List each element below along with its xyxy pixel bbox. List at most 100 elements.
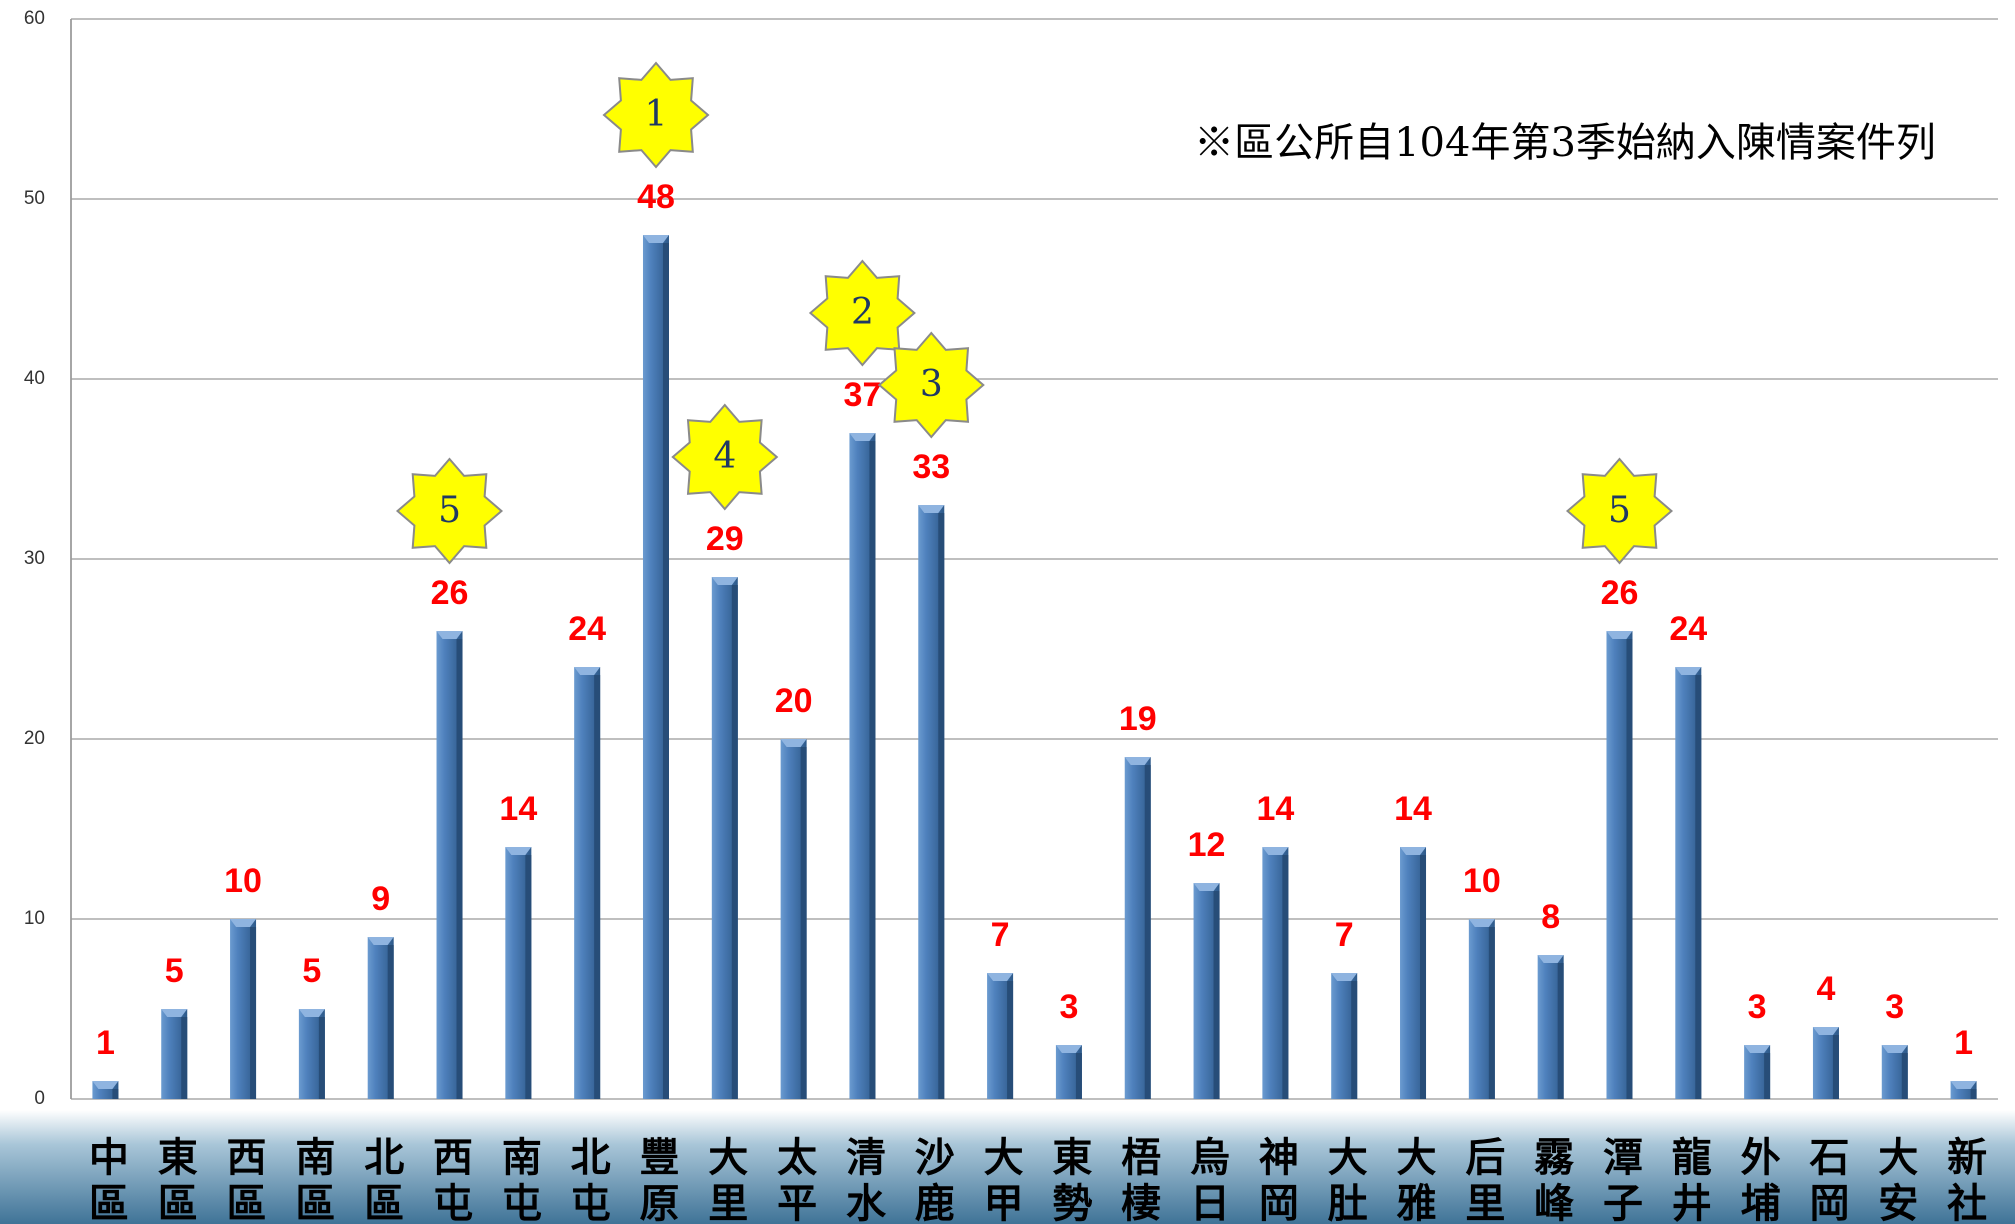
bar-side [1557, 963, 1564, 1099]
value-label: 7 [991, 916, 1010, 954]
x-tick-label: 石岡 [1802, 1136, 1849, 1224]
rank-badge [1565, 457, 1674, 565]
x-tick-label: 烏日 [1183, 1136, 1230, 1224]
x-tick-label: 西區 [220, 1136, 267, 1224]
bar-side [1144, 765, 1151, 1099]
bar-side [387, 945, 394, 1099]
bar-side [1420, 855, 1427, 1099]
value-label: 14 [1256, 790, 1294, 828]
bar-cap [161, 1009, 188, 1017]
value-label: 7 [1335, 916, 1354, 954]
rank-badge-label: 2 [851, 292, 874, 333]
value-label: 26 [1601, 574, 1639, 612]
value-label: 10 [224, 862, 262, 900]
bar-side [318, 1017, 325, 1099]
x-tick-label: 清水 [839, 1136, 886, 1224]
bar-cap [1262, 847, 1289, 855]
bar-side [594, 675, 601, 1099]
value-label: 24 [1669, 610, 1707, 648]
rank-badge [808, 259, 916, 367]
bar-side [662, 243, 669, 1099]
bar-side [1901, 1053, 1908, 1099]
value-label: 20 [775, 682, 813, 720]
bar-cap [1812, 1027, 1839, 1035]
value-label: 14 [1394, 790, 1432, 828]
x-tick-label: 梧棲 [1114, 1136, 1161, 1224]
x-tick-label: 神岡 [1252, 1136, 1299, 1224]
bar-cap [1331, 973, 1358, 981]
bar-cap [1400, 847, 1427, 855]
value-label: 12 [1188, 826, 1226, 864]
bar-cap [711, 577, 738, 585]
bar-side [1832, 1035, 1839, 1099]
x-tick-label: 北屯 [564, 1136, 611, 1224]
bar-side [112, 1089, 119, 1099]
value-label: 29 [706, 520, 744, 558]
value-label: 3 [1885, 988, 1904, 1026]
rank-badge-label: 5 [438, 490, 461, 531]
value-label: 4 [1816, 970, 1835, 1008]
x-tick-label: 外埔 [1734, 1136, 1781, 1224]
x-tick-label: 潭子 [1596, 1136, 1643, 1224]
value-label: 24 [568, 610, 606, 648]
y-tick-label: 60 [24, 8, 45, 29]
rank-badge [602, 61, 710, 169]
value-label: 33 [912, 448, 950, 486]
y-tick-label: 30 [24, 548, 45, 569]
bar-cap [1124, 757, 1151, 765]
bar-side [1007, 981, 1014, 1099]
value-label: 19 [1119, 700, 1157, 738]
value-label: 3 [1059, 988, 1078, 1026]
value-label: 1 [1954, 1024, 1973, 1062]
annotation: ※區公所自104年第3季始納入陳情案件列 [1194, 120, 1936, 166]
value-label: 10 [1463, 862, 1501, 900]
bar-cap [1537, 955, 1564, 963]
bar-side [1282, 855, 1289, 1099]
bar-side [181, 1017, 188, 1099]
bar-side [250, 927, 257, 1099]
bar-side [1213, 891, 1220, 1099]
bar-cap [1881, 1045, 1908, 1053]
bar-cap [918, 505, 945, 513]
bar-side [456, 639, 463, 1099]
y-tick-label: 0 [34, 1088, 45, 1109]
bar-cap [298, 1009, 325, 1017]
x-tick-label: 后里 [1458, 1136, 1505, 1224]
x-tick-label: 西屯 [426, 1136, 473, 1224]
bar-side [800, 747, 807, 1099]
x-tick-label: 豐原 [632, 1136, 679, 1224]
bar-side [1970, 1089, 1977, 1099]
value-label: 9 [371, 880, 390, 918]
rank-badge [671, 403, 779, 511]
bar-cap [92, 1081, 119, 1089]
bar-cap [1468, 919, 1495, 927]
bar-cap [1193, 883, 1220, 891]
value-label: 14 [499, 790, 537, 828]
bar-side [1075, 1053, 1082, 1099]
bar-side [938, 513, 945, 1099]
bar-side [1764, 1053, 1771, 1099]
x-tick-label: 太平 [770, 1136, 817, 1224]
bar-side [1695, 675, 1702, 1099]
x-tick-label: 大肚 [1321, 1136, 1368, 1224]
bar-side [1351, 981, 1358, 1099]
bar-cap [642, 235, 669, 243]
x-tick-label: 大雅 [1390, 1136, 1437, 1224]
value-label: 5 [165, 952, 184, 990]
bar-side [731, 585, 738, 1099]
bar-cap [1744, 1045, 1771, 1053]
x-tick-label: 中區 [82, 1136, 129, 1224]
rank-badge [877, 331, 985, 439]
value-label: 26 [431, 574, 469, 612]
x-tick-label: 龍井 [1665, 1136, 1712, 1224]
y-tick-label: 50 [24, 188, 45, 209]
bar-cap [849, 433, 876, 441]
y-tick-label: 20 [24, 728, 45, 749]
value-label: 37 [844, 376, 882, 414]
bar-side [1626, 639, 1633, 1099]
x-tick-label: 南區 [288, 1136, 335, 1224]
bar-cap [1950, 1081, 1977, 1089]
x-tick-label: 大甲 [977, 1136, 1024, 1224]
value-label: 1 [96, 1024, 115, 1062]
bar-side [869, 441, 876, 1099]
